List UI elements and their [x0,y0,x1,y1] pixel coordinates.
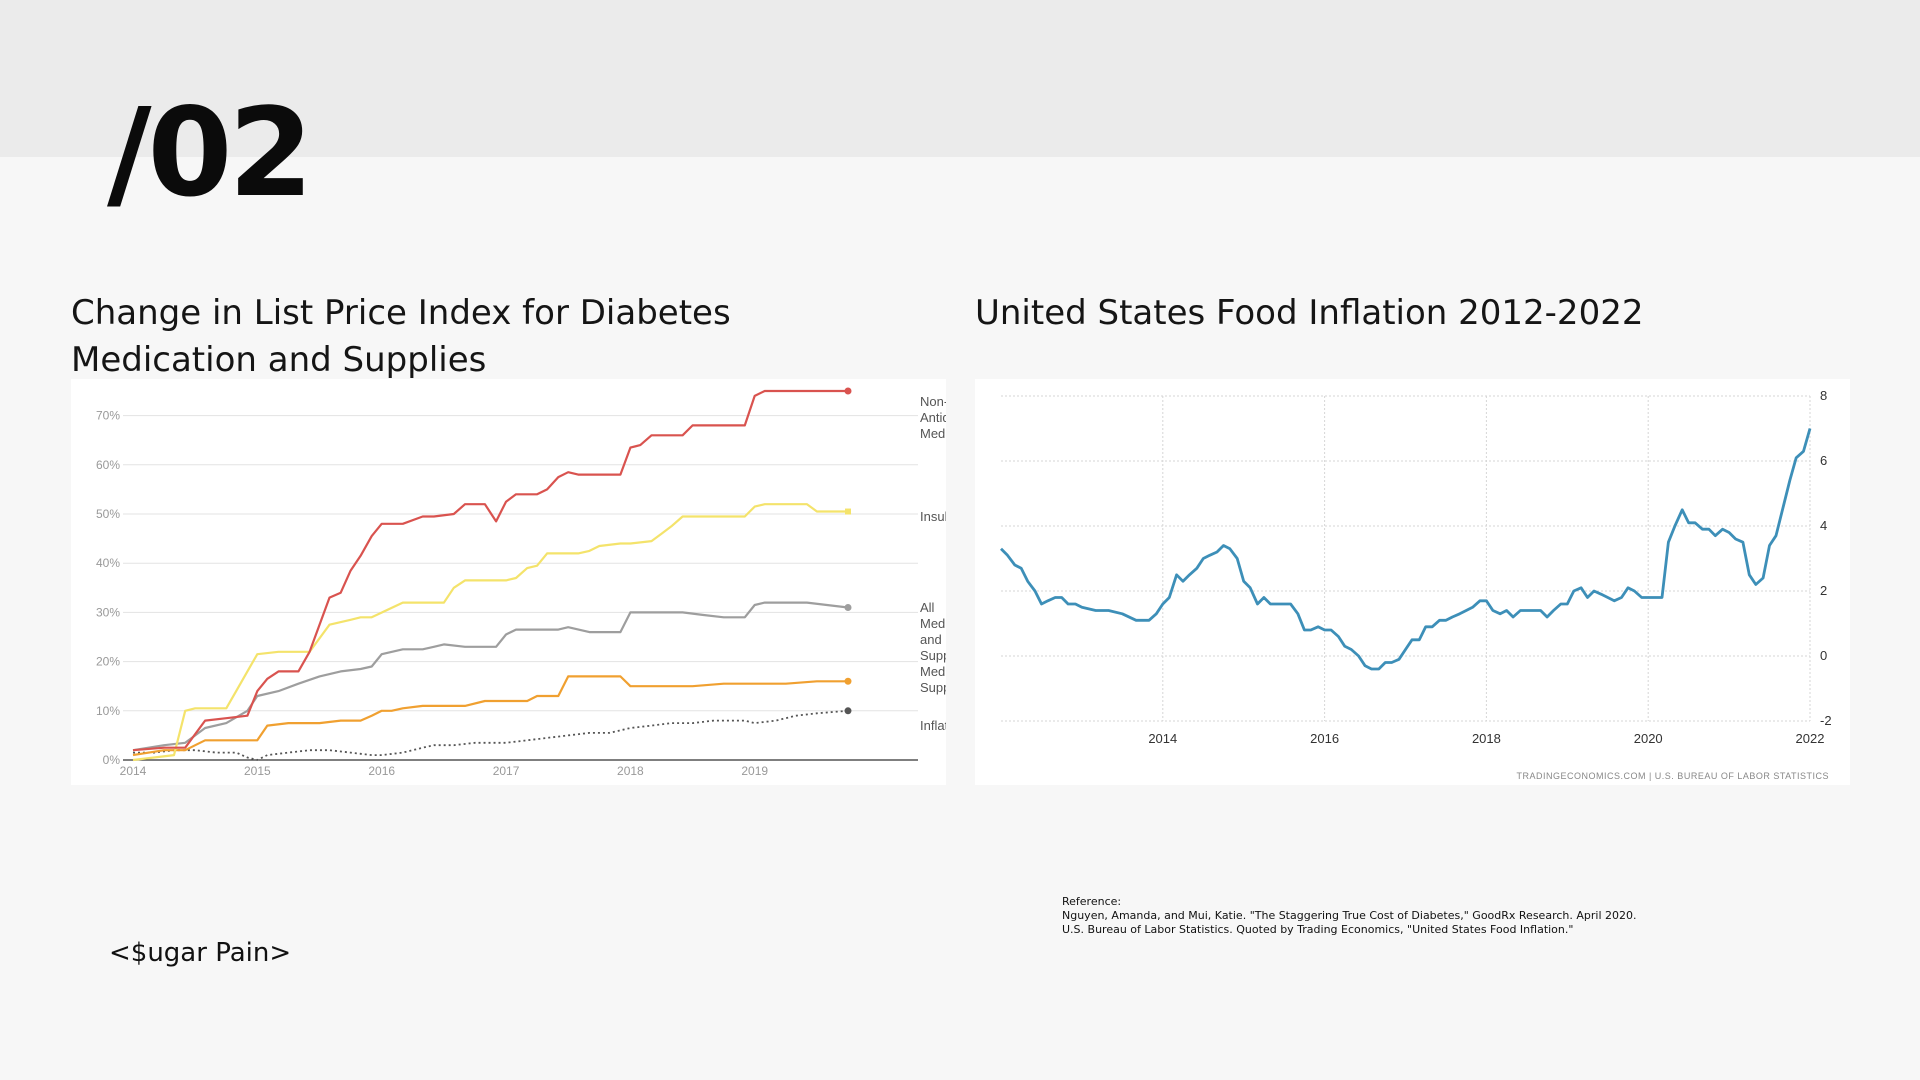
x-tick-label: 2016 [368,764,395,778]
y-tick-label: 50% [96,507,120,521]
y-tick-label: -2 [1820,713,1832,728]
series-label: Insulin [920,509,946,524]
footer-tag: <$ugar Pain> [109,938,292,968]
y-tick-label: 8 [1820,388,1827,403]
y-tick-label: 4 [1820,518,1827,533]
series-label: Inflation [920,718,946,733]
food-inflation-chart: -2 0 2 4 6 8 2014 2016 2018 2020 2022 TRADINGECONOM… [975,379,1850,785]
series-line [132,389,848,752]
diabetes-price-chart: 0% 10% 20% 30% 40% 50% 60% 70% 2014 2015 2016 2017 2… [71,379,946,785]
y-tick-label: 0 [1820,648,1827,663]
series-label: Supplies [920,648,946,663]
diabetes-price-chart-svg: 0% 10% 20% 30% 40% 50% 60% 70% 2014 2015 2016 2017 2… [96,387,946,778]
food-inflation-chart-svg: -2 0 2 4 6 8 2014 2016 2018 2020 2022 TRADINGECONOM… [1000,388,1832,781]
y-tick-label: 20% [96,655,120,669]
x-tick-label: 2019 [741,764,768,778]
series-line [1000,428,1812,671]
x-tick-label: 2014 [1148,731,1177,746]
y-tick-label: 70% [96,409,120,423]
source-label: TRADINGECONOMICS.COM | U.S. BUREAU OF LA… [1516,771,1829,781]
x-tick-label: 2014 [120,764,147,778]
series-line [132,503,848,762]
series-end-marker [844,603,852,611]
reference-line: U.S. Bureau of Labor Statistics. Quoted … [1062,923,1574,936]
y-tick-label: 6 [1820,453,1827,468]
y-tick-label: 30% [96,605,120,619]
series-label: Medical [920,664,946,679]
right-chart-title: United States Food Inflation 2012-2022 [975,293,1644,333]
series-label: All [920,600,935,615]
top-band [0,0,1920,157]
y-tick-label: 10% [96,704,120,718]
slide-number: /02 [107,82,313,224]
x-tick-label: 2020 [1634,731,1663,746]
y-tick-label: 0% [103,753,121,767]
y-tick-label: 2 [1820,583,1827,598]
series-label: Medication [920,426,946,441]
x-tick-label: 2017 [493,764,520,778]
series-line [132,601,849,752]
left-chart-title: Change in List Price Index for Diabetes … [71,293,731,380]
series-end-marker [844,677,852,685]
y-tick-label: 40% [96,556,120,570]
x-tick-label: 2018 [617,764,644,778]
series-label: Non-Insulin [920,394,946,409]
x-tick-label: 2018 [1472,731,1501,746]
references-heading: Reference: [1062,895,1122,908]
series-label: Medication [920,616,946,631]
series-label: Antidiabetic [920,410,946,425]
series-line [133,709,849,761]
references: Reference: Nguyen, Amanda, and Mui, Kati… [1062,895,1822,937]
series-end-marker [844,707,852,715]
reference-line: Nguyen, Amanda, and Mui, Katie. "The Sta… [1062,909,1637,922]
series-end-marker [845,508,851,515]
series-end-marker [844,387,852,395]
series-line [132,675,848,757]
x-tick-label: 2022 [1796,731,1825,746]
x-tick-label: 2016 [1310,731,1339,746]
series-label: and [920,632,942,647]
y-tick-label: 60% [96,458,120,472]
x-tick-label: 2015 [244,764,271,778]
series-label: Supplies [920,680,946,695]
